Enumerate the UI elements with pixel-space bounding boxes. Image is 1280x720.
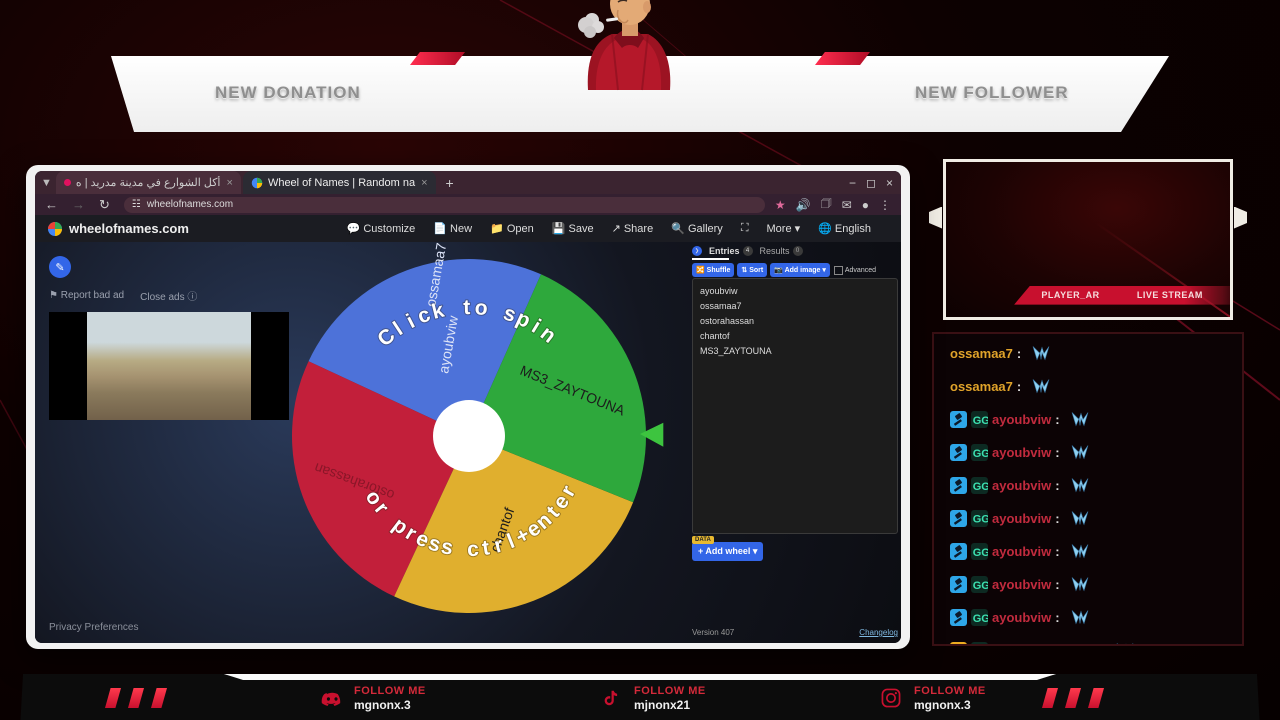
svg-text:o: o <box>474 296 489 320</box>
svg-text:t: t <box>463 296 470 319</box>
svg-text:c: c <box>467 538 480 561</box>
